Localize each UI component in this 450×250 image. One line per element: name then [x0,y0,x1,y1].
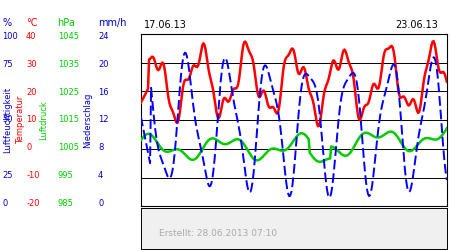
Text: 25: 25 [2,171,13,180]
Text: 1015: 1015 [58,116,79,124]
Text: 985: 985 [58,199,73,208]
Text: 0: 0 [2,199,8,208]
Text: Luftdruck: Luftdruck [39,100,48,140]
Text: 0: 0 [26,144,32,152]
Text: 0: 0 [98,199,104,208]
Text: 1035: 1035 [58,60,79,69]
Text: 100: 100 [2,32,18,41]
Text: 1025: 1025 [58,88,79,96]
Text: 75: 75 [2,60,13,69]
Text: Niederschlag: Niederschlag [83,92,92,148]
Text: 30: 30 [26,60,37,69]
Text: 4: 4 [98,171,104,180]
Text: mm/h: mm/h [98,18,126,28]
Text: 8: 8 [98,144,104,152]
Text: 50: 50 [2,116,13,124]
Text: %: % [2,18,11,28]
Text: Temperatur: Temperatur [16,96,25,144]
Text: 20: 20 [98,60,108,69]
Text: hPa: hPa [58,18,76,28]
Text: 995: 995 [58,171,73,180]
Text: 24: 24 [98,32,108,41]
Text: 23.06.13: 23.06.13 [395,20,438,30]
Text: 17.06.13: 17.06.13 [144,20,187,30]
Text: 16: 16 [98,88,109,96]
Text: -10: -10 [26,171,40,180]
Text: 40: 40 [26,32,36,41]
Text: 12: 12 [98,116,108,124]
Text: 1005: 1005 [58,144,79,152]
Text: 10: 10 [26,116,36,124]
Text: Luftfeuchtigkeit: Luftfeuchtigkeit [4,87,13,153]
Text: °C: °C [26,18,38,28]
Text: 1045: 1045 [58,32,79,41]
Text: -20: -20 [26,199,40,208]
Text: 20: 20 [26,88,36,96]
Text: Erstellt: 28.06.2013 07:10: Erstellt: 28.06.2013 07:10 [159,229,277,238]
